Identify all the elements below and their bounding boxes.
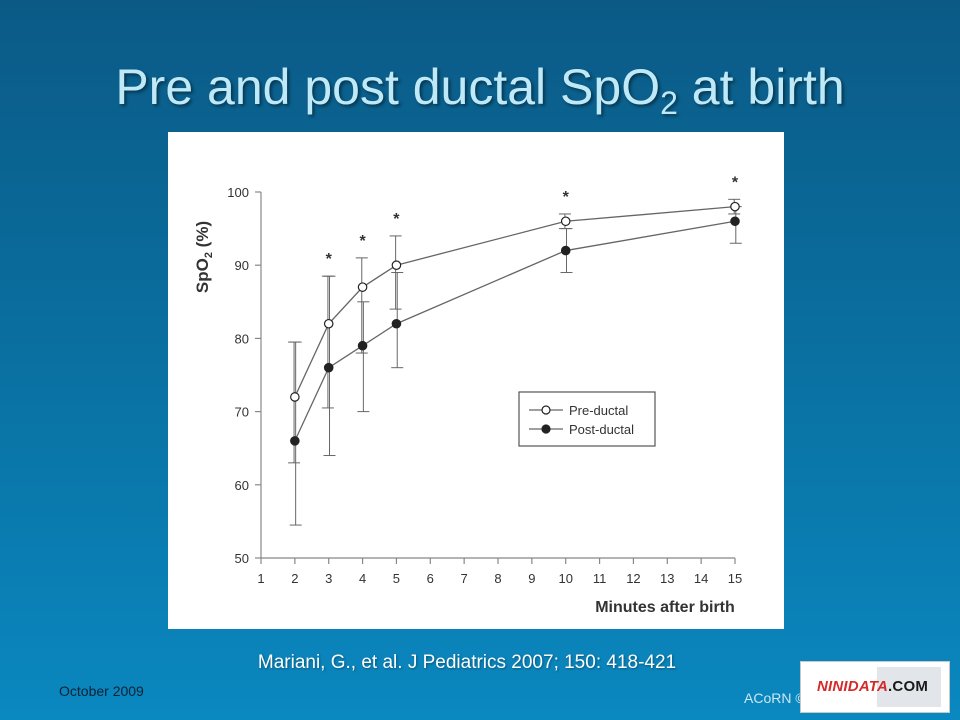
x-axis-label: Minutes after birth: [595, 599, 735, 616]
significance-marker: *: [326, 251, 333, 268]
x-tick-label: 14: [694, 571, 708, 586]
x-tick-label: 6: [427, 571, 434, 586]
data-point: [560, 216, 571, 227]
legend-marker: [541, 424, 551, 434]
x-tick-label: 9: [528, 571, 535, 586]
x-tick-label: 12: [626, 571, 640, 586]
citation: Mariani, G., et al. J Pediatrics 2007; 1…: [257, 652, 677, 673]
title-main: Pre and post ductal SpO: [115, 59, 661, 115]
data-point: [730, 201, 740, 212]
legend-label: Pre-ductal: [569, 403, 628, 418]
y-axis-label-end: (%): [193, 221, 212, 252]
significance-marker: *: [563, 189, 570, 206]
data-point: [323, 362, 334, 373]
logo-text-part2: .COM: [888, 678, 929, 695]
data-point: [290, 392, 300, 402]
data-point: [560, 245, 571, 256]
legend-label: Post-ductal: [569, 422, 634, 437]
x-tick-label: 10: [558, 571, 572, 586]
y-tick-label: 50: [235, 551, 249, 566]
y-tick-label: 70: [235, 405, 249, 420]
slide-title: Pre and post ductal SpO2 at birth: [0, 52, 960, 138]
x-tick-label: 11: [593, 571, 607, 586]
y-axis-label-sub: 2: [203, 252, 215, 258]
x-tick-label: 2: [291, 571, 298, 586]
data-point: [391, 260, 402, 270]
logo-text: NINIDATA.COM: [817, 678, 928, 695]
y-tick-label: 60: [235, 478, 249, 493]
data-point: [730, 216, 740, 227]
data-point: [290, 436, 300, 446]
data-point: [357, 282, 368, 292]
y-axis-label: SpO2 (%): [193, 221, 215, 293]
x-tick-label: 15: [728, 571, 742, 586]
series-line-pre-ductal: [294, 205, 736, 398]
chart-figure: 50 60 70 80 90 100 1 2 3 4 5 6 7 8 9 10 11 12 13 14 15 Minute…: [168, 132, 784, 629]
x-tick-label: 5: [393, 571, 400, 586]
x-tick-label: 13: [660, 571, 674, 586]
logo-text-part1: NINIDATA: [817, 678, 889, 695]
x-tick-label: 3: [325, 571, 332, 586]
legend-marker: [541, 405, 551, 415]
data-point: [357, 340, 368, 351]
x-tick-label: 1: [257, 571, 264, 586]
significance-marker: *: [732, 174, 739, 191]
y-tick-label: 80: [235, 331, 249, 346]
title-end: at birth: [677, 59, 845, 115]
data-point: [323, 318, 334, 329]
series-line-post-ductal: [294, 220, 736, 442]
data-point: [391, 318, 402, 329]
significance-marker: *: [359, 233, 366, 250]
watermark-logo: NINIDATA.COM: [800, 661, 950, 713]
logo-emblem-icon: [877, 667, 941, 707]
y-axis-label-main: SpO: [193, 258, 212, 293]
significance-marker: *: [393, 211, 400, 228]
y-tick-label: 90: [235, 258, 249, 273]
footer-date: October 2009: [59, 683, 144, 699]
y-tick-label: 100: [227, 185, 249, 200]
title-subscript: 2: [660, 85, 678, 121]
x-tick-label: 8: [494, 571, 501, 586]
x-tick-label: 7: [461, 571, 468, 586]
legend-box: [518, 391, 656, 447]
x-tick-label: 4: [359, 571, 366, 586]
